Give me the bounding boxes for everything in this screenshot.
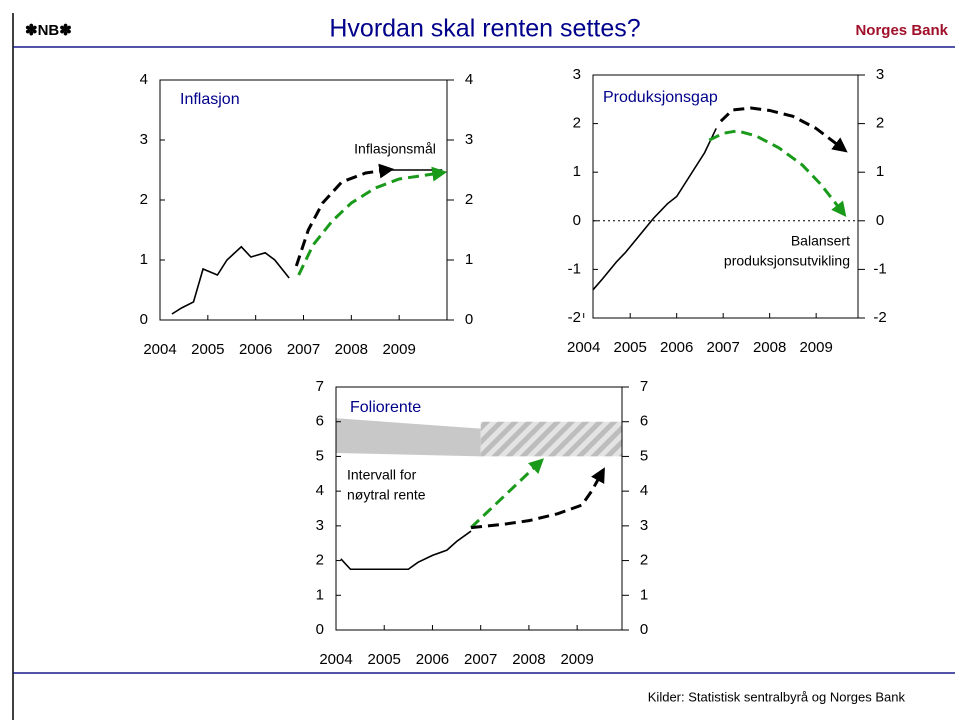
- x-tick-label: 2009: [560, 651, 593, 668]
- annotation: nøytral rente: [347, 487, 426, 503]
- y2-tick-label: 0: [465, 311, 473, 328]
- x-tick-label: 2009: [382, 341, 415, 358]
- x-tick-label: 2006: [416, 651, 449, 668]
- chart-title: Produksjonsgap: [603, 89, 718, 106]
- x-tick-label: 2007: [287, 341, 320, 358]
- x-tick-label: 2005: [368, 651, 401, 668]
- x-tick-label: 2005: [191, 341, 224, 358]
- y-tick-label: 4: [316, 482, 324, 499]
- y2-tick-label: 4: [465, 71, 473, 88]
- projection-line: [719, 106, 848, 153]
- y2-tick-label: 3: [465, 131, 473, 148]
- annotation: Intervall for: [347, 467, 417, 483]
- projection-line: [297, 166, 448, 276]
- y-tick-label: -1: [568, 260, 581, 277]
- y-tick-label: 3: [316, 517, 324, 534]
- y2-tick-label: 5: [640, 447, 648, 464]
- brand: Norges Bank: [855, 22, 948, 39]
- x-tick-label: 2007: [706, 339, 739, 356]
- y-tick-label: -2: [568, 309, 581, 326]
- y-tick-label: 2: [316, 552, 324, 569]
- y2-tick-label: 2: [640, 552, 648, 569]
- x-tick-label: 2006: [239, 341, 272, 358]
- projection-line: [708, 129, 847, 217]
- y-tick-label: 0: [140, 311, 148, 328]
- plot-frame: [159, 79, 448, 321]
- x-tick-label: 2004: [567, 339, 600, 356]
- y2-tick-label: 4: [640, 482, 648, 499]
- y2-tick-label: 0: [640, 621, 648, 638]
- line: [340, 530, 472, 571]
- footer: Kilder: Statistisk sentralbyrå og Norges…: [648, 689, 906, 704]
- y2-tick-label: 1: [876, 163, 884, 180]
- y-tick-label: 7: [316, 378, 324, 395]
- projection-line: [470, 467, 605, 530]
- y2-tick-label: 2: [876, 115, 884, 132]
- slide-title: Hvordan skal renten settes?: [329, 15, 640, 43]
- logo: ✽NB✽: [25, 22, 72, 39]
- annotation: produksjonsutvikling: [724, 253, 850, 269]
- x-tick-label: 2004: [143, 341, 176, 358]
- x-tick-label: 2006: [660, 339, 693, 356]
- y2-tick-label: -1: [873, 260, 886, 277]
- annotation: Inflasjonsmål: [354, 141, 436, 157]
- y-tick-label: 1: [316, 586, 324, 603]
- annotation: Balansert: [791, 233, 850, 249]
- chart-title: Foliorente: [350, 399, 421, 416]
- x-tick-label: 2008: [335, 341, 368, 358]
- y2-tick-label: 6: [640, 413, 648, 430]
- y-tick-label: 2: [573, 115, 581, 132]
- band: [480, 421, 622, 457]
- x-tick-label: 2008: [512, 651, 545, 668]
- y-tick-label: 3: [573, 66, 581, 83]
- y-tick-label: 4: [140, 71, 148, 88]
- chart-title: Inflasjon: [180, 91, 240, 108]
- y2-tick-label: 3: [640, 517, 648, 534]
- y-tick-label: 2: [140, 191, 148, 208]
- x-tick-label: 2007: [464, 651, 497, 668]
- y-tick-label: 0: [573, 212, 581, 229]
- x-tick-label: 2004: [319, 651, 352, 668]
- x-tick-label: 2008: [753, 339, 786, 356]
- band: [336, 418, 481, 457]
- line: [592, 128, 717, 291]
- y2-tick-label: -2: [873, 309, 886, 326]
- line: [171, 245, 290, 315]
- y-tick-label: 6: [316, 413, 324, 430]
- projection-line: [294, 163, 395, 267]
- y2-tick-label: 1: [465, 251, 473, 268]
- x-tick-label: 2005: [614, 339, 647, 356]
- y-tick-label: 0: [316, 621, 324, 638]
- y-tick-label: 3: [140, 131, 148, 148]
- y-tick-label: 1: [140, 251, 148, 268]
- y2-tick-label: 7: [640, 378, 648, 395]
- plot-frame: [592, 74, 859, 319]
- projection-line: [470, 458, 544, 529]
- x-tick-label: 2009: [799, 339, 832, 356]
- y2-tick-label: 1: [640, 586, 648, 603]
- y2-tick-label: 3: [876, 66, 884, 83]
- y-tick-label: 5: [316, 447, 324, 464]
- y-tick-label: 1: [573, 163, 581, 180]
- plot-frame: [335, 386, 623, 631]
- y2-tick-label: 2: [465, 191, 473, 208]
- y2-tick-label: 0: [876, 212, 884, 229]
